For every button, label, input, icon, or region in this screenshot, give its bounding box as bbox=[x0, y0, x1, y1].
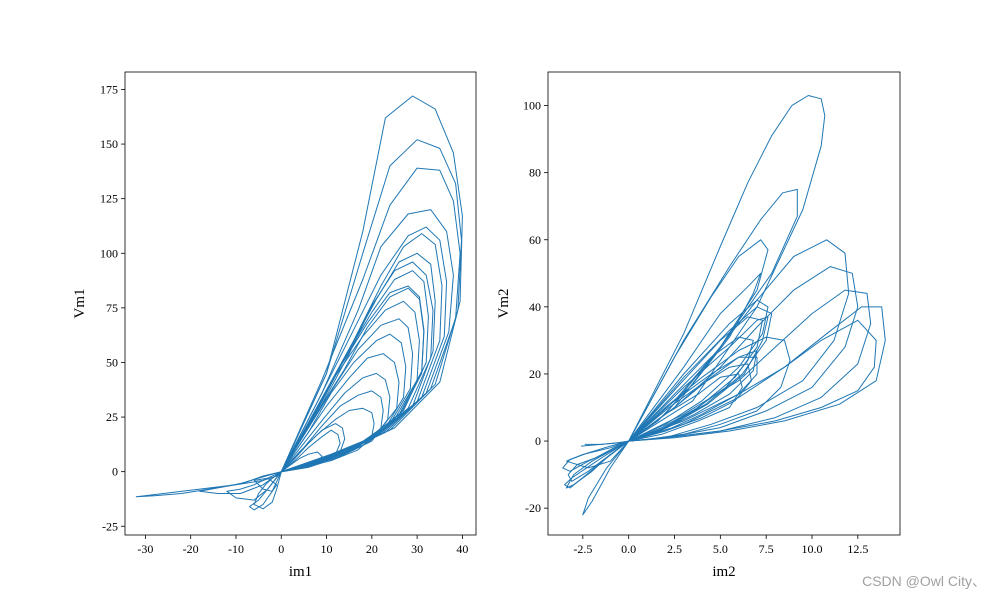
y-tick-label: 100 bbox=[100, 246, 118, 260]
y-tick-label: 75 bbox=[106, 301, 118, 315]
y-tick-label: 50 bbox=[106, 355, 118, 369]
trajectory-line-21 bbox=[567, 440, 629, 482]
x-tick-label: 2.5 bbox=[667, 542, 682, 556]
trajectory-line-13 bbox=[280, 287, 425, 473]
trajectory-line-12 bbox=[280, 261, 434, 473]
trajectory-line-23 bbox=[562, 440, 629, 472]
trajectory-line-8 bbox=[628, 316, 769, 442]
y-axis-label: Vm2 bbox=[496, 289, 512, 319]
trajectory-line-26 bbox=[253, 477, 278, 492]
trajectory-line-3 bbox=[628, 336, 754, 442]
x-tick-label: -20 bbox=[183, 542, 199, 556]
trajectory-line-13 bbox=[628, 319, 877, 442]
trajectory-line-19 bbox=[280, 429, 341, 473]
trajectory-line-20 bbox=[281, 451, 323, 473]
trajectory-line-0 bbox=[628, 299, 769, 442]
y-tick-label: 0 bbox=[112, 465, 118, 479]
trajectory-line-1 bbox=[628, 306, 773, 442]
trajectory-line-12 bbox=[628, 95, 826, 442]
y-tick-label: 20 bbox=[529, 367, 541, 381]
y-axis-label: Vm1 bbox=[72, 289, 88, 319]
x-tick-label: 40 bbox=[456, 542, 468, 556]
plot-frame bbox=[124, 71, 477, 536]
trajectory-line-10 bbox=[628, 239, 769, 442]
x-axis-label: im1 bbox=[289, 564, 312, 580]
y-tick-label: 175 bbox=[100, 82, 118, 96]
plot-frame bbox=[547, 71, 901, 536]
trajectory-line-11 bbox=[628, 188, 798, 442]
watermark-text: CSDN @Owl City、 bbox=[862, 573, 986, 589]
trajectory-line-26 bbox=[584, 440, 629, 445]
trajectory-line-6 bbox=[628, 373, 743, 442]
x-tick-label: -10 bbox=[228, 542, 244, 556]
trajectory-line-25 bbox=[199, 471, 282, 494]
y-tick-label: 60 bbox=[529, 233, 541, 247]
trajectory-line-17 bbox=[280, 95, 463, 473]
y-tick-label: 40 bbox=[529, 300, 541, 314]
trajectory-line-2 bbox=[628, 316, 763, 442]
y-tick-label: 125 bbox=[100, 192, 118, 206]
x-tick-label: 20 bbox=[366, 542, 378, 556]
trajectory-line-7 bbox=[628, 350, 758, 442]
x-tick-label: -30 bbox=[137, 542, 153, 556]
y-tick-label: 0 bbox=[535, 434, 541, 448]
trajectory-line-4 bbox=[628, 356, 758, 442]
x-tick-label: 7.5 bbox=[759, 542, 774, 556]
trajectory-line-22 bbox=[582, 440, 630, 516]
trajectory-line-20 bbox=[564, 440, 630, 489]
x-tick-label: 0.0 bbox=[621, 542, 636, 556]
y-tick-label: 80 bbox=[529, 166, 541, 180]
x-tick-label: -2.5 bbox=[573, 542, 592, 556]
y-tick-label: 25 bbox=[106, 410, 118, 424]
x-tick-label: 30 bbox=[411, 542, 423, 556]
x-tick-label: 0 bbox=[278, 542, 284, 556]
trajectory-line-15 bbox=[628, 289, 872, 442]
trajectory-line-5 bbox=[280, 300, 420, 473]
left-plot-vm1-vs-im1: -30 -20 -10 0 10 20 30 40 -25 0 25 50 75 100 125 150 17… bbox=[72, 71, 477, 580]
trajectory-line-17 bbox=[628, 239, 850, 442]
x-tick-label: 5.0 bbox=[713, 542, 728, 556]
x-tick-label: 10 bbox=[321, 542, 333, 556]
trajectory-line-24 bbox=[226, 471, 282, 501]
trajectory-line-16 bbox=[628, 266, 859, 442]
trajectory-line-14 bbox=[628, 306, 886, 442]
y-tick-label: 100 bbox=[523, 99, 541, 113]
right-plot-vm2-vs-im2: -2.5 0.0 2.5 5.0 7.5 10.0 12.5 -20 0 20 40 60 80 100… bbox=[496, 71, 901, 580]
y-tick-label: 150 bbox=[100, 137, 118, 151]
x-tick-label: 12.5 bbox=[847, 542, 868, 556]
trajectory-line-18 bbox=[628, 336, 791, 442]
y-tick-label: -20 bbox=[525, 501, 541, 515]
x-axis-label: im2 bbox=[712, 564, 735, 580]
x-tick-label: 10.0 bbox=[802, 542, 823, 556]
trajectory-line-4 bbox=[280, 285, 425, 473]
y-tick-label: -25 bbox=[102, 519, 118, 533]
